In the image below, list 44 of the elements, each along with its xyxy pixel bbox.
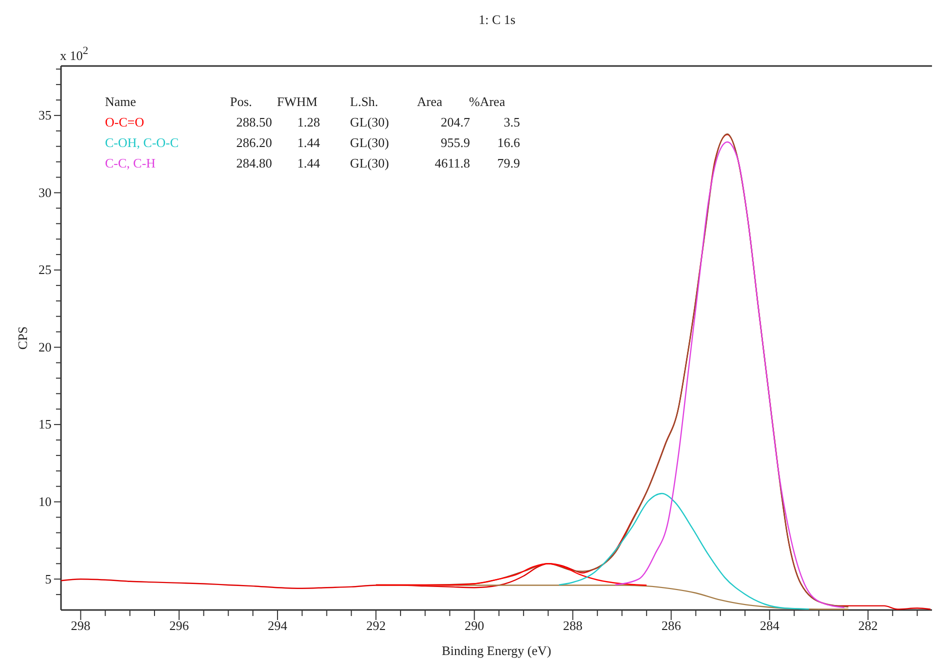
annotation: 204.7 [440, 114, 470, 130]
annotation: 1.44 [297, 156, 320, 170]
x-tick-label: 296 [169, 618, 190, 633]
x-tick-label: 288 [563, 618, 583, 633]
annotation: 1.28 [297, 114, 320, 130]
annotation: 4611.8 [434, 156, 470, 170]
y-tick-label: 15 [38, 416, 52, 432]
annotation: 955.9 [440, 135, 470, 150]
y-tick-label: 10 [38, 494, 52, 509]
y-tick-label: 25 [38, 262, 52, 278]
annotation: Area [417, 94, 442, 109]
annotation: Pos. [230, 94, 252, 109]
x-tick-label: 282 [858, 618, 878, 633]
x-tick-label: 292 [366, 618, 386, 633]
annotation: FWHM [277, 94, 318, 109]
x-tick-label: 290 [464, 618, 484, 633]
annotation: L.Sh. [350, 94, 378, 109]
text: C-OH, C-O-C [105, 135, 179, 150]
annotation: Name [105, 94, 136, 109]
text: C-C, C-H [105, 156, 156, 170]
y-tick-label: 30 [38, 184, 52, 200]
annotation: 1.44 [297, 135, 320, 150]
annotation: GL(30) [350, 135, 389, 150]
annotation: %Area [469, 94, 506, 109]
annotation: GL(30) [350, 114, 389, 130]
annotation: 79.9 [497, 156, 520, 170]
annotation: 288.50 [236, 114, 272, 130]
annotation: 3.5 [504, 114, 520, 130]
x-axis-title: Binding Energy (eV) [442, 643, 552, 658]
annotation: 286.20 [236, 135, 272, 150]
y-tick-label: 35 [38, 108, 52, 123]
x-tick-label: 286 [661, 618, 682, 633]
annotation: 284.80 [236, 156, 272, 170]
y-tick-label: 5 [45, 571, 52, 586]
y-tick-label: 20 [38, 339, 52, 354]
text: O-C=O [105, 114, 144, 130]
annotation: GL(30) [350, 156, 389, 170]
x-tick-label: 284 [760, 618, 780, 633]
chart-title: 1: C 1s [478, 12, 516, 27]
y-axis-title: CPS [15, 326, 30, 350]
x-tick-label: 294 [268, 618, 288, 633]
x-tick-label: 298 [70, 618, 90, 633]
annotation: 16.6 [497, 135, 520, 150]
text: x 10$^{2}$ [60, 45, 88, 63]
